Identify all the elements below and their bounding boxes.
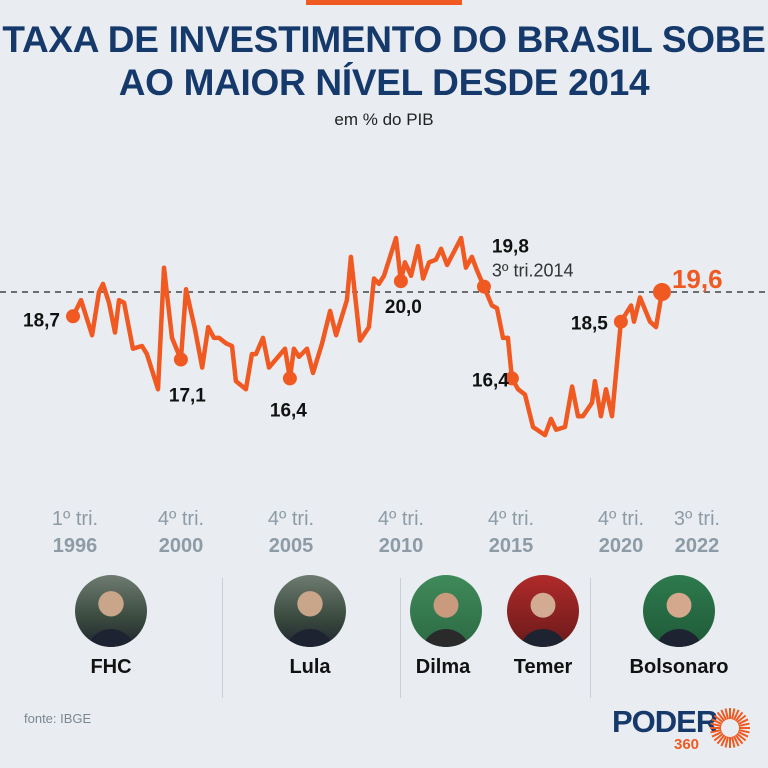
sunburst-ray: [713, 714, 724, 724]
sunburst-ray: [737, 718, 749, 725]
sunburst-ray: [724, 736, 729, 748]
sunburst-ray: [716, 734, 726, 745]
tick-year: 1996: [52, 535, 98, 557]
x-tick-label: 4º tri. 2005: [246, 506, 336, 560]
sunburst-ray: [736, 714, 747, 724]
tick-quarter: 4º tri.: [597, 508, 645, 530]
data-point-marker: [393, 274, 408, 289]
president-name-dilma: Dilma: [415, 656, 471, 678]
divider: [222, 578, 223, 698]
tick-quarter: 4º tri.: [267, 508, 315, 530]
sunburst-ray: [720, 735, 727, 747]
sunburst-ray: [737, 731, 749, 738]
data-label: 18,5: [571, 314, 608, 335]
photo-dilma: [410, 575, 482, 647]
data-point-marker: [282, 371, 297, 386]
sunburst-ray: [724, 708, 729, 720]
data-point-marker: [173, 352, 188, 367]
data-sublabel: 3º tri.2014: [492, 261, 574, 281]
data-label: 18,7: [23, 310, 60, 331]
data-point-marker: [504, 371, 519, 386]
sunburst-ray: [710, 722, 722, 727]
title-line-1: TAXA DE INVESTIMENTO DO BRASIL SOBE: [2, 19, 766, 60]
sunburst-ray: [731, 736, 736, 748]
president-name-bolsonaro: Bolsonaro: [629, 656, 729, 678]
data-label: 17,1: [169, 386, 206, 407]
sunburst-ray: [734, 711, 744, 722]
president-name-temer: Temer: [513, 656, 573, 678]
sunburst-ray: [710, 729, 722, 734]
data-point-marker: [476, 279, 491, 294]
data-label: 16,4: [270, 400, 307, 421]
poder360-logo: PODER 360: [608, 702, 750, 753]
president-name-lula: Lula: [289, 656, 331, 678]
subtitle: em % do PIB: [334, 110, 434, 129]
sunburst-ray: [711, 731, 723, 738]
x-tick-label: 3º tri. 2022: [652, 506, 742, 560]
logo-number: 360: [674, 736, 700, 753]
x-tick-label: 4º tri. 2010: [356, 506, 446, 560]
data-label: 16,4: [472, 370, 509, 391]
tick-year: 2000: [158, 535, 204, 557]
tick-year: 2015: [488, 535, 534, 557]
sunburst-ray: [720, 709, 727, 721]
x-tick-label: 4º tri. 2015: [466, 506, 556, 560]
photo-temer: [507, 575, 579, 647]
tick-quarter: 4º tri.: [377, 508, 425, 530]
sunburst-ray: [738, 729, 750, 734]
data-label: 19,8: [492, 237, 529, 258]
sunburst-ray: [733, 709, 740, 721]
photo-fhc: [75, 575, 147, 647]
divider: [400, 578, 401, 698]
data-label: 20,0: [385, 297, 422, 318]
line-chart: 18,7 17,1 16,4 20,0 19,8 3º tri.2014 16,4 18,5 1…: [0, 235, 768, 438]
sunburst-ray: [734, 734, 744, 745]
president-name-fhc: FHC: [90, 656, 132, 678]
x-tick-label: 1º tri. 1996: [30, 506, 120, 560]
sunburst-icon: [710, 708, 750, 748]
tick-quarter: 3º tri.: [673, 508, 721, 530]
top-accent-bar: [306, 0, 462, 5]
sunburst-ray: [711, 718, 723, 725]
tick-quarter: 4º tri.: [157, 508, 205, 530]
data-point-marker: [613, 314, 628, 329]
sunburst-ray: [738, 722, 750, 727]
sunburst-ray: [713, 732, 724, 742]
x-tick-label: 4º tri. 2020: [576, 506, 666, 560]
data-point-marker: [66, 309, 80, 324]
tick-year: 2020: [598, 535, 644, 557]
data-point-marker: [652, 283, 671, 301]
tick-year: 2010: [378, 535, 424, 557]
tick-year: 2005: [268, 535, 314, 557]
title-line-2: AO MAIOR NÍVEL DESDE 2014: [118, 62, 650, 103]
sunburst-ray: [733, 735, 740, 747]
tick-quarter: 1º tri.: [51, 508, 99, 530]
series-line: [70, 235, 665, 438]
tick-quarter: 4º tri.: [487, 508, 535, 530]
tick-year: 2022: [674, 535, 720, 557]
sunburst-ray: [716, 711, 726, 722]
divider: [590, 578, 591, 698]
photo-lula: [274, 575, 346, 647]
sunburst-ray: [736, 732, 747, 742]
data-label: 19,6: [672, 264, 723, 294]
logo-word: PODER: [612, 704, 718, 739]
photo-bolsonaro: [643, 575, 715, 647]
x-tick-label: 4º tri. 2000: [136, 506, 226, 560]
source-note: fonte: IBGE: [24, 711, 92, 726]
sunburst-ray: [731, 708, 736, 720]
